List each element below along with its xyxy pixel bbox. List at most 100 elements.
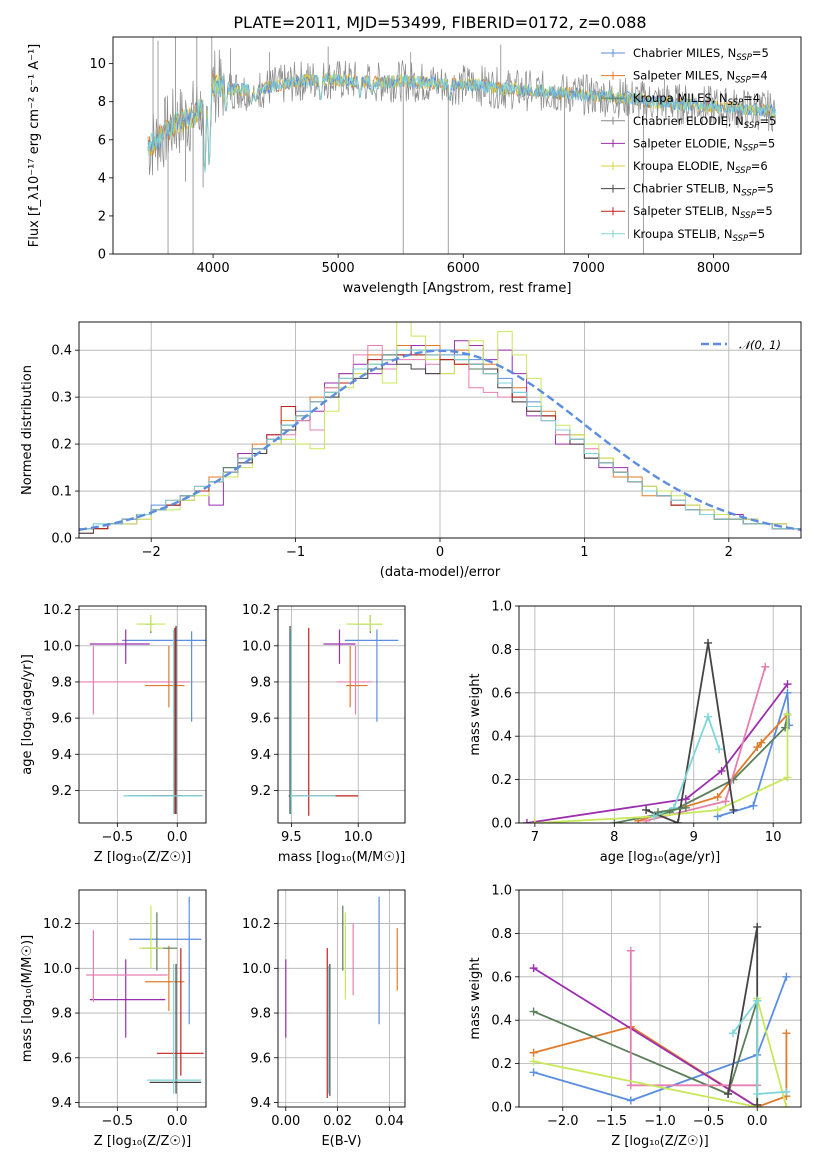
legend-entry-sub: SSP	[744, 121, 760, 131]
legend-entry-value: =5	[758, 136, 775, 150]
x-tick-label: 9.5	[281, 830, 302, 845]
legend-entry-sub: SSP	[736, 53, 752, 63]
y-tick-label: 0	[98, 248, 106, 263]
legend-entry-sub: SSP	[735, 76, 751, 86]
x-tick-label: 0.0	[167, 1114, 188, 1129]
y-tick-label: 0.0	[51, 532, 72, 547]
weight-series	[645, 666, 767, 822]
weight-series	[645, 642, 735, 823]
legend-entry: Kroupa ELODIE, NSSP=6	[633, 159, 768, 176]
weight-marker	[530, 819, 539, 823]
weight_vs_age-axes: 7 8 9 10 0.0 0.2 0.4 0.6 0.8 1.0 age [log₁₀(age/yr…	[468, 600, 801, 865]
weight-marker	[681, 803, 690, 812]
x-tick-label: 6000	[447, 261, 480, 276]
weight-marker	[749, 801, 758, 810]
legend-entry: Chabrier MILES, NSSP=5	[633, 46, 769, 63]
y-tick-label: 10.0	[242, 962, 271, 977]
y-tick-label: 9.4	[51, 748, 72, 763]
weight-series	[533, 1025, 788, 1107]
weight-series	[653, 714, 721, 818]
weight_vs_age-lines	[522, 638, 794, 823]
x-tick-label: 7	[531, 830, 539, 845]
y-tick-label: 0.4	[491, 730, 512, 745]
weight-marker	[761, 662, 770, 671]
legend-entry-text: Salpeter STELIB, N	[633, 204, 740, 218]
weight-marker	[642, 805, 651, 814]
weight-series	[732, 997, 787, 1095]
legend-entry-text: Kroupa STELIB, N	[633, 227, 733, 241]
legend-entry-value: =5	[757, 182, 774, 196]
y-tick-label: 2	[98, 209, 106, 224]
y-axis-label: Flux [f_λ10⁻¹⁷ erg cm⁻² s⁻¹ A⁻¹]	[27, 44, 42, 248]
age_vs_Z-points	[79, 615, 206, 814]
weight-marker	[783, 773, 792, 782]
x-axis-label: E(B-V)	[321, 1134, 361, 1149]
y-tick-label: 10.2	[43, 917, 72, 932]
y-tick-label: 9.2	[250, 784, 271, 799]
residuals-axes: −2 −1 0 1 2 0.0 0.1 0.2 0.3 0.4 (data-model)/error…	[20, 322, 801, 580]
y-tick-label: 0.0	[491, 817, 512, 832]
legend-entry: Chabrier STELIB, NSSP=5	[633, 182, 774, 199]
legend-entry-text: Chabrier ELODIE, N	[633, 114, 744, 128]
weight-marker	[626, 946, 635, 955]
x-tick-label: −1.5	[596, 1114, 628, 1129]
weight_vs_age-frame	[518, 605, 802, 824]
x-tick-label: 4000	[197, 261, 230, 276]
y-tick-label: 9.8	[51, 1007, 72, 1022]
legend-entry-sub: SSP	[735, 166, 751, 176]
legend-entry-value: =5	[759, 114, 776, 128]
weight-marker	[753, 743, 762, 752]
y-tick-label: 10	[89, 57, 106, 72]
spectrum-axes: 4000 5000 6000 7000 8000 0 2 4 6 8 10 wavelength [A…	[27, 44, 730, 296]
age_vs_mass-frame	[277, 605, 406, 824]
weight-marker	[782, 1029, 791, 1038]
y-tick-label: 9.8	[51, 675, 72, 690]
weight-marker	[724, 1089, 733, 1098]
x-tick-label: −1	[286, 545, 305, 560]
spectrum-lines	[147, 37, 776, 254]
weight-marker	[522, 819, 531, 823]
legend-entry-value: =4	[751, 69, 768, 83]
y-tick-label: 9.6	[51, 712, 72, 727]
spectrum-frame	[112, 36, 802, 255]
legend-entry: Salpeter ELODIE, NSSP=5	[633, 136, 775, 153]
weight-marker	[650, 812, 659, 821]
x-tick-label: −1.0	[644, 1114, 676, 1129]
age_vs_Z-frame	[78, 605, 207, 824]
weight-marker	[782, 972, 791, 981]
mass_vs_EBV-points	[285, 896, 398, 1099]
legend-entry-text: Chabrier MILES, N	[633, 46, 736, 60]
y-tick-label: 9.8	[250, 1007, 271, 1022]
y-tick-label: 1.0	[491, 884, 512, 899]
weight-marker	[681, 795, 690, 804]
legend-entry-text: Salpeter ELODIE, N	[633, 136, 743, 150]
x-tick-label: 0.00	[271, 1114, 300, 1129]
y-tick-label: 0.3	[51, 391, 72, 406]
mass_vs_EBV-axes: 0.00 0.02 0.04 9.4 9.6 9.8 10.0 10.2 E(B-V)	[242, 890, 405, 1149]
x-tick-label: 0	[436, 545, 444, 560]
y-axis-label: mass [log₁₀(M/M☉)]	[20, 935, 35, 1062]
weight-marker	[721, 797, 730, 806]
x-tick-label: 10.0	[344, 830, 373, 845]
legend-entry-sub: SSP	[728, 98, 744, 108]
weight-marker	[704, 638, 713, 647]
weight-marker	[529, 964, 538, 973]
weight-marker	[529, 1048, 538, 1057]
weight-series	[717, 692, 790, 818]
y-axis-label: Normed distribution	[20, 365, 35, 495]
legend-entry-text: Kroupa ELODIE, N	[633, 159, 735, 173]
y-tick-label: 0.2	[491, 1057, 512, 1072]
y-tick-label: 9.2	[51, 784, 72, 799]
x-axis-label: Z [log₁₀(Z/Z☉)]	[94, 850, 191, 865]
x-tick-label: 0.04	[375, 1114, 404, 1129]
legend-gauss-label: 𝒩(0, 1)	[739, 338, 781, 352]
x-tick-label: −0.5	[693, 1114, 725, 1129]
weight-series	[533, 967, 758, 1107]
x-axis-label: age [log₁₀(age/yr)]	[600, 850, 721, 865]
x-tick-label: 7000	[572, 261, 605, 276]
legend-entry-sub: SSP	[740, 211, 756, 221]
y-tick-label: 0.6	[491, 686, 512, 701]
weight-marker	[783, 688, 792, 697]
y-axis-label: mass weight	[468, 957, 483, 1039]
